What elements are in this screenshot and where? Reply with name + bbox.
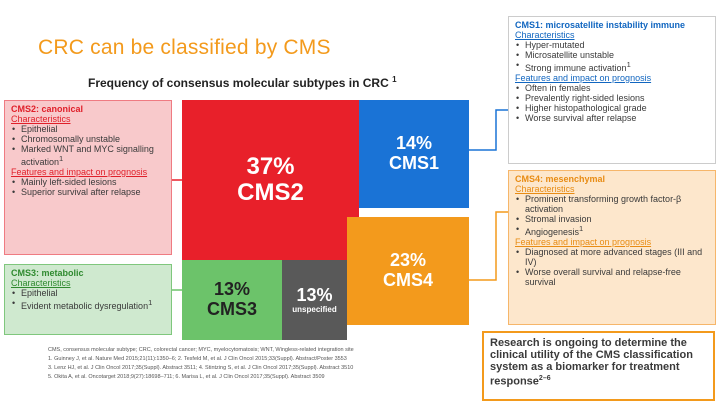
cms2-heading: CMS2: canonical [11, 104, 84, 114]
cms2-char-heading: Characteristics [11, 114, 71, 124]
footer-notes: CMS, consensus molecular subtype; CRC, c… [48, 346, 476, 382]
unspecified-block: 13% unspecified [282, 260, 347, 340]
cms1-impact-item: Higher histopathological grade [515, 103, 709, 113]
cms4-char-text: Angiogenesis [525, 227, 580, 237]
cms2-impact-list: Mainly left-sided lesions Superior survi… [11, 177, 165, 197]
unspecified-label: unspecified [292, 304, 337, 314]
cms1-char-item: Microsatellite unstable [515, 50, 709, 60]
cms3-panel: CMS3: metabolic Characteristics Epitheli… [4, 264, 172, 335]
cms4-block: 23% CMS4 [347, 217, 469, 325]
cms2-percent: 37% [246, 152, 295, 180]
connector-cms4 [469, 211, 508, 281]
research-ref: 2–6 [538, 375, 551, 382]
cms4-impact-item: Worse overall survival and relapse-free … [515, 267, 709, 287]
cms3-char-heading: Characteristics [11, 278, 71, 288]
footer-ref-line: 1. Guinney J, et al. Nature Med 2015;21(… [48, 356, 347, 362]
cms4-impact-heading: Features and impact on prognosis [515, 237, 652, 247]
unspecified-percent: 13% [296, 284, 333, 305]
footer-ref-line: 5. Okita A, et al. Oncotarget 2018;9(27)… [48, 374, 325, 380]
cms4-char-heading: Characteristics [515, 184, 575, 194]
cms3-heading: CMS3: metabolic [11, 268, 84, 278]
cms3-block: 13% CMS3 [182, 260, 282, 340]
cms1-char-text: Strong immune activation [525, 63, 627, 73]
footer-abbreviations: CMS, consensus molecular subtype; CRC, c… [48, 347, 354, 353]
cms4-impact-list: Diagnosed at more advanced stages (III a… [515, 247, 709, 287]
research-callout: Research is ongoing to determine the cli… [482, 331, 715, 401]
cms3-percent: 13% [213, 279, 251, 300]
cms1-impact-item: Prevalently right-sided lesions [515, 93, 709, 103]
cms3-char-list: Epithelial Evident metabolic dysregulati… [11, 288, 165, 311]
cms3-char-text: Evident metabolic dysregulation [21, 301, 149, 311]
cms2-char-item: Chromosomally unstable [11, 134, 165, 144]
cms2-label: CMS2 [237, 179, 304, 206]
cms4-char-item: Prominent transforming growth factor-β a… [515, 194, 709, 214]
cms4-impact-item: Diagnosed at more advanced stages (III a… [515, 247, 709, 267]
cms1-char-item: Hyper-mutated [515, 40, 709, 50]
cms1-impact-item: Worse survival after relapse [515, 113, 709, 123]
cms2-panel: CMS2: canonical Characteristics Epitheli… [4, 100, 172, 255]
cms1-char-heading: Characteristics [515, 30, 575, 40]
cms1-impact-item: Often in females [515, 83, 709, 93]
cms3-char-ref: 1 [148, 298, 153, 307]
cms4-percent: 23% [389, 250, 427, 271]
cms3-char-item-ref: Evident metabolic dysregulation1 [11, 298, 165, 311]
cms3-label: CMS3 [206, 299, 257, 319]
cms2-block: 37% CMS2 [182, 100, 359, 260]
cms4-char-item: Stromal invasion [515, 214, 709, 224]
footer-ref-line: 3. Lenz HJ, et al. J Clin Oncol 2017;35(… [48, 365, 354, 371]
cms2-char-ref: 1 [59, 154, 64, 163]
cms2-impact-heading: Features and impact on prognosis [11, 167, 148, 177]
research-text: Research is ongoing to determine the cli… [490, 337, 693, 388]
cms4-label: CMS4 [382, 270, 433, 290]
cms1-char-ref: 1 [626, 60, 631, 69]
cms1-percent: 14% [395, 133, 433, 154]
connector-cms1 [469, 109, 508, 151]
cms2-char-item-ref: Marked WNT and MYC signalling activation… [11, 144, 165, 167]
cms2-char-item: Epithelial [11, 124, 165, 134]
cms4-char-list: Prominent transforming growth factor-β a… [515, 194, 709, 237]
cms1-block: 14% CMS1 [359, 100, 469, 208]
cms2-char-text: Marked WNT and MYC signalling activation [21, 144, 154, 167]
cms3-char-item: Epithelial [11, 288, 165, 298]
cms1-heading: CMS1: microsatellite instability immune [515, 20, 686, 30]
cms2-impact-item: Mainly left-sided lesions [11, 177, 165, 187]
slide-subtitle: Frequency of consensus molecular subtype… [88, 75, 397, 90]
cms4-panel: CMS4: mesenchymal Characteristics Promin… [508, 170, 716, 325]
cms1-label: CMS1 [388, 153, 439, 173]
subtitle-ref: 1 [392, 75, 397, 84]
cms1-impact-list: Often in females Prevalently right-sided… [515, 83, 709, 123]
slide-title: CRC can be classified by CMS [38, 36, 331, 59]
cms1-char-item-ref: Strong immune activation1 [515, 60, 709, 73]
cms1-impact-heading: Features and impact on prognosis [515, 73, 652, 83]
cms2-impact-item: Superior survival after relapse [11, 187, 165, 197]
cms1-panel: CMS1: microsatellite instability immune … [508, 16, 716, 164]
cms4-heading: CMS4: mesenchymal [515, 174, 606, 184]
cms4-char-item-ref: Angiogenesis1 [515, 224, 709, 237]
cms1-char-list: Hyper-mutated Microsatellite unstable St… [515, 40, 709, 73]
cms4-char-ref: 1 [579, 224, 584, 233]
cms2-char-list: Epithelial Chromosomally unstable Marked… [11, 124, 165, 167]
subtitle-text: Frequency of consensus molecular subtype… [88, 76, 389, 90]
